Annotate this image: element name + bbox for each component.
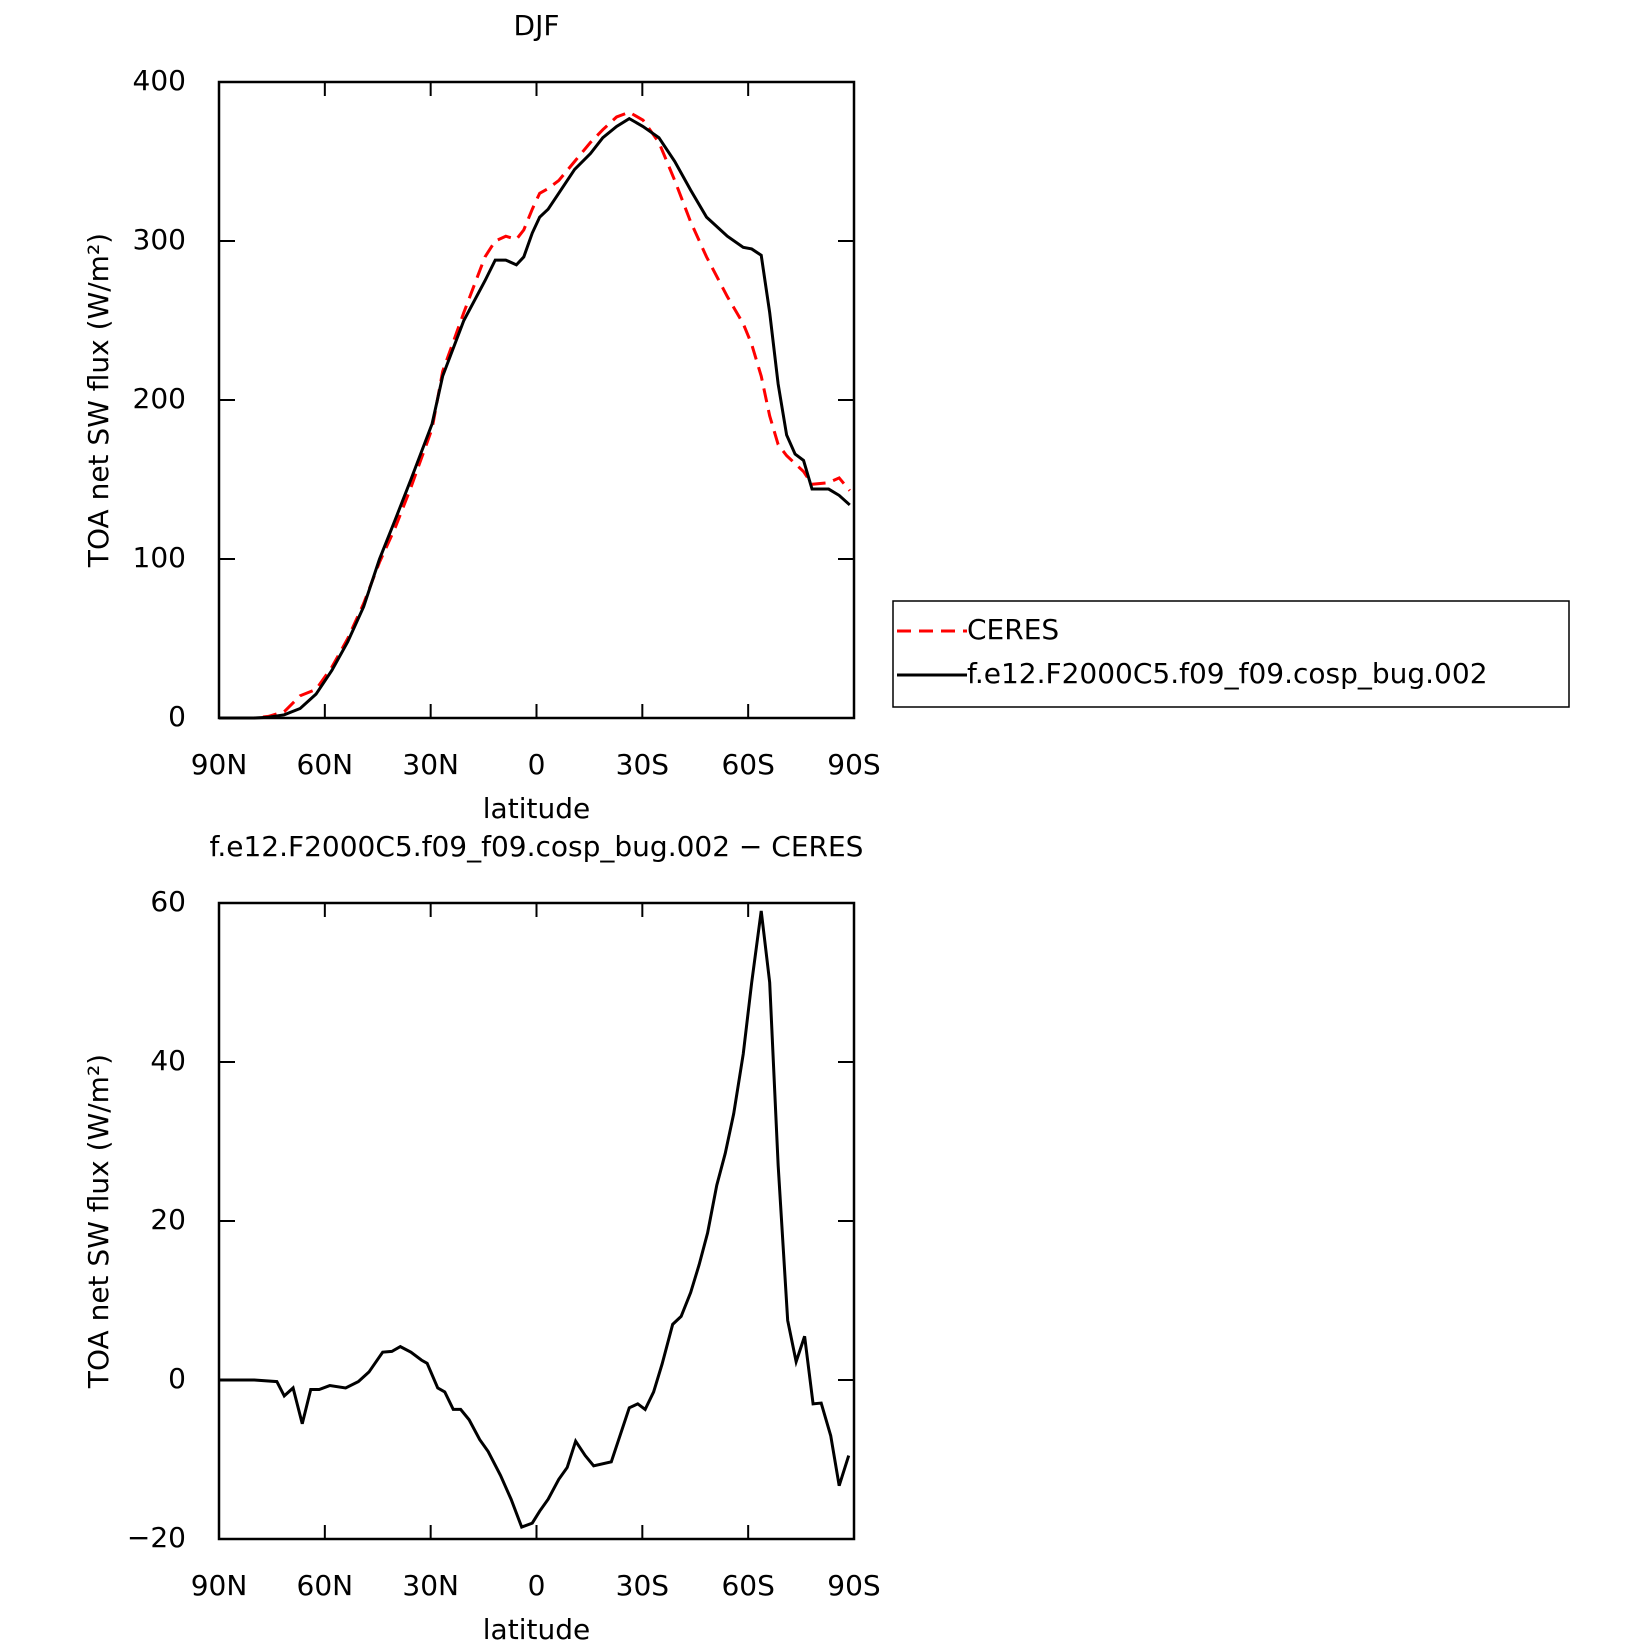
x-tick-label: 60S xyxy=(721,748,774,781)
y-axis-label: TOA net SW flux (W/m²) xyxy=(82,233,115,568)
legend-box xyxy=(892,600,1570,708)
chart-title: f.e12.F2000C5.f09_f09.cosp_bug.002 − CER… xyxy=(210,830,864,863)
x-tick-label: 60N xyxy=(297,748,354,781)
chart-title: DJF xyxy=(514,9,560,42)
legend-label: CERES xyxy=(967,613,1059,646)
x-tick-label: 0 xyxy=(528,1569,546,1602)
y-tick-label: 300 xyxy=(133,223,186,256)
x-tick-label: 30S xyxy=(616,1569,669,1602)
x-tick-label: 90N xyxy=(191,1569,248,1602)
y-tick-label: 400 xyxy=(133,64,186,97)
y-tick-label: 200 xyxy=(133,382,186,415)
data-line xyxy=(219,110,851,720)
x-tick-label: 90N xyxy=(191,748,248,781)
y-tick-label: −20 xyxy=(127,1521,186,1554)
y-axis-label: TOA net SW flux (W/m²) xyxy=(82,1054,115,1389)
plot-frame xyxy=(217,80,856,720)
x-tick-label: 90S xyxy=(827,748,880,781)
x-tick-label: 30N xyxy=(402,1569,459,1602)
legend-label: f.e12.F2000C5.f09_f09.cosp_bug.002 xyxy=(967,657,1488,690)
x-tick-label: 0 xyxy=(528,748,546,781)
y-tick-label: 60 xyxy=(150,885,186,918)
x-tick-label: 60N xyxy=(297,1569,354,1602)
y-tick-label: 0 xyxy=(168,700,186,733)
x-tick-label: 30S xyxy=(616,748,669,781)
data-line xyxy=(219,116,851,720)
x-axis-label: latitude xyxy=(483,792,590,825)
y-tick-label: 0 xyxy=(168,1362,186,1395)
y-tick-label: 100 xyxy=(133,541,186,574)
data-line xyxy=(219,910,851,1529)
x-tick-label: 60S xyxy=(721,1569,774,1602)
y-tick-label: 40 xyxy=(150,1044,186,1077)
plot-frame xyxy=(217,901,856,1541)
y-tick-label: 20 xyxy=(150,1203,186,1236)
x-tick-label: 90S xyxy=(827,1569,880,1602)
x-axis-label: latitude xyxy=(483,1613,590,1646)
x-tick-label: 30N xyxy=(402,748,459,781)
